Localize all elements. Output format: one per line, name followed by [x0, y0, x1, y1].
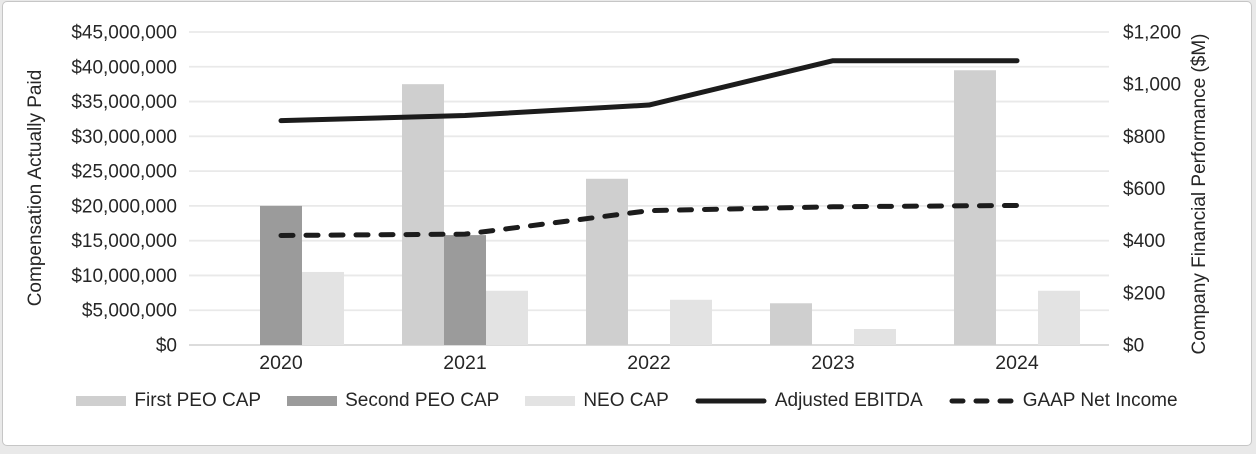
right-axis-tick-label: $600 [1123, 179, 1165, 200]
legend-item-gaap-net-income-label: GAAP Net Income [1022, 390, 1178, 411]
left-axis-tick-label: $45,000,000 [71, 23, 177, 44]
right-axis-tick-label: $200 [1123, 283, 1165, 304]
bar-first-peo-cap-2022 [586, 178, 628, 345]
legend-item-neo-cap: NEO CAP [525, 390, 669, 412]
legend-item-first-peo-cap-label: First PEO CAP [134, 390, 262, 411]
bar-second-peo-cap-2020 [260, 205, 302, 345]
left-axis-tick-label: $25,000,000 [71, 162, 177, 183]
line-adjusted-ebitda [278, 58, 1020, 124]
legend-item-neo-cap-label: NEO CAP [583, 390, 669, 411]
left-axis-tick-label: $15,000,000 [71, 231, 177, 252]
left-axis-title: Compensation Actually Paid [25, 70, 46, 307]
legend-item-adjusted-ebitda-label: Adjusted EBITDA [774, 390, 923, 411]
left-axis-tick-label: $5,000,000 [82, 301, 177, 322]
legend-item-first-peo-cap: First PEO CAP [76, 390, 261, 412]
bar-first-peo-cap-2023 [770, 303, 812, 345]
x-axis-label: 2021 [443, 352, 486, 374]
left-axis-tick-label: $0 [156, 336, 177, 357]
combo-chart-canvas: $0 $5,000,000 $10,000,000 $15,000,000 $20,00… [25, 23, 1210, 375]
label-layer: $0 $5,000,000 $10,000,000 $15,000,000 $20,00… [71, 23, 1181, 375]
bar-neo-cap-2022 [670, 299, 712, 345]
x-axis-label: 2020 [259, 352, 303, 374]
right-axis-tick-label: $1,200 [1123, 23, 1181, 44]
legend-item-adjusted-ebitda: Adjusted EBITDA [695, 390, 923, 412]
legend-item-gaap-net-income: GAAP Net Income [949, 390, 1178, 412]
x-axis-label: 2023 [811, 352, 854, 374]
line-gaap-net-income [278, 202, 1020, 238]
chart-card: $0 $5,000,000 $10,000,000 $15,000,000 $20,00… [2, 1, 1252, 446]
right-axis-tick-label: $1,000 [1123, 75, 1181, 96]
x-axis-label: 2024 [995, 352, 1039, 374]
right-axis-title: Company Financial Performance ($M) [1189, 33, 1210, 354]
bar-neo-cap-2023 [854, 329, 896, 345]
left-axis-tick-label: $40,000,000 [71, 57, 177, 78]
bar-neo-cap-2021 [486, 290, 528, 345]
legend-swatch-bar [76, 396, 127, 406]
right-axis-tick-label: $0 [1123, 336, 1144, 357]
left-axis-tick-label: $35,000,000 [71, 92, 177, 113]
bar-neo-cap-2024 [1038, 290, 1080, 345]
legend-swatch-line [949, 398, 1015, 404]
bar-neo-cap-2020 [302, 271, 344, 345]
bar-layer [260, 70, 1080, 346]
left-axis-tick-label: $20,000,000 [71, 196, 177, 217]
legend-item-second-peo-cap: Second PEO CAP [287, 390, 499, 412]
bar-second-peo-cap-2021 [444, 235, 486, 345]
right-axis-tick-label: $400 [1123, 231, 1165, 252]
left-axis-tick-label: $10,000,000 [71, 266, 177, 287]
chart-legend: First PEO CAP Second PEO CAP NEO CAP Adjust… [3, 390, 1251, 412]
x-axis-label: 2022 [627, 352, 670, 374]
legend-swatch-bar [287, 396, 338, 406]
legend-swatch-line [695, 398, 767, 404]
left-axis-tick-label: $30,000,000 [71, 127, 177, 148]
bar-first-peo-cap-2021 [402, 84, 444, 346]
right-axis-tick-label: $800 [1123, 127, 1165, 148]
line-layer [278, 58, 1020, 238]
legend-item-second-peo-cap-label: Second PEO CAP [345, 390, 500, 411]
legend-swatch-bar [525, 396, 576, 406]
